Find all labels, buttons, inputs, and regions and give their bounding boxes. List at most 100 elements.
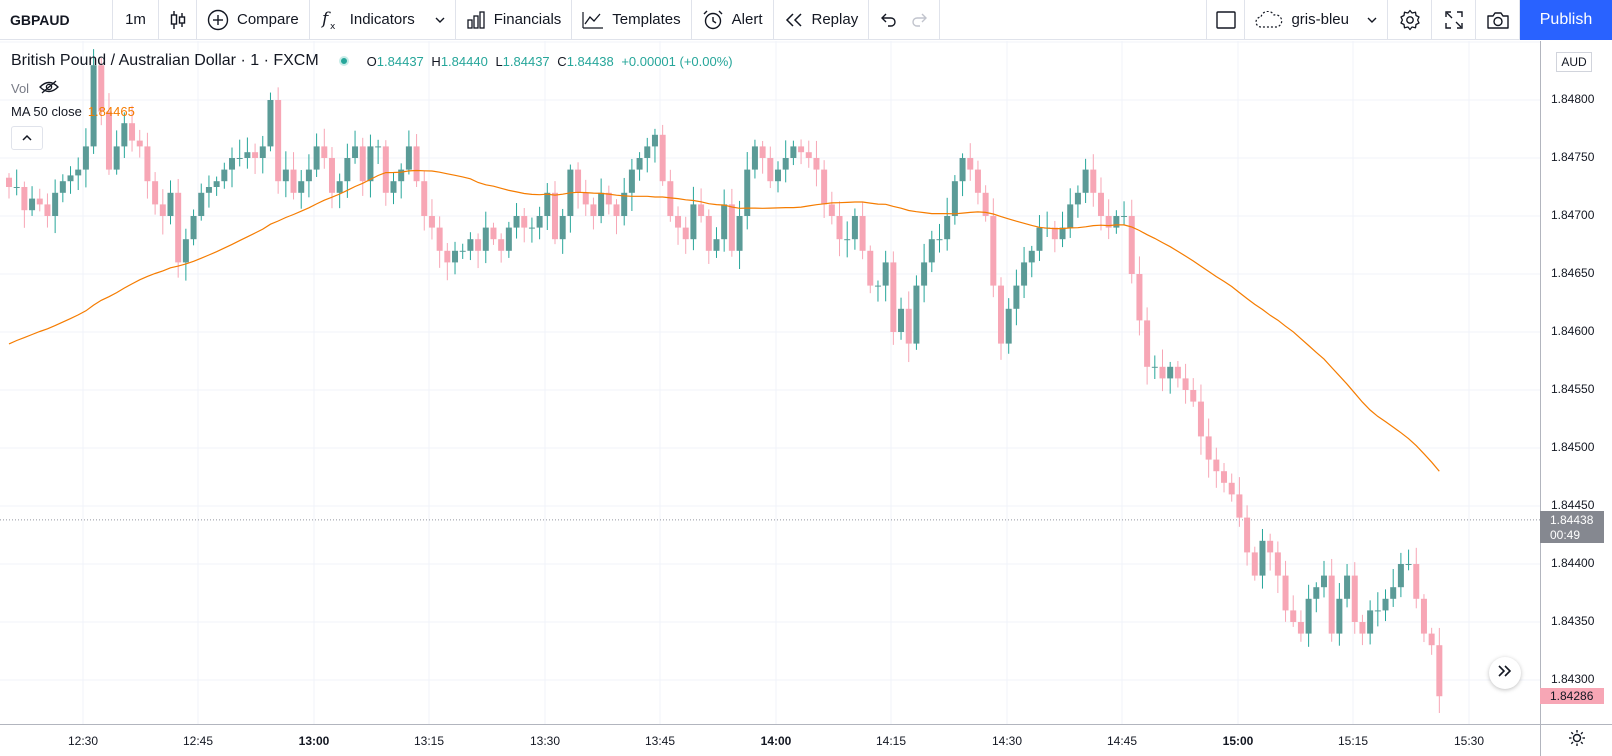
undo-icon[interactable] xyxy=(879,12,897,28)
layout-name-label: gris-bleu xyxy=(1291,11,1349,28)
layout-square-button[interactable] xyxy=(1207,0,1246,40)
candle-body xyxy=(798,146,805,153)
candle xyxy=(1390,569,1397,607)
candle-body xyxy=(75,169,82,176)
replay-button[interactable]: Replay xyxy=(774,0,870,40)
candle-body xyxy=(1159,366,1166,379)
candle-body xyxy=(1405,564,1412,565)
market-status-dot[interactable] xyxy=(338,56,349,66)
candle-body xyxy=(198,192,205,216)
fullscreen-button[interactable] xyxy=(1432,0,1476,40)
financials-button[interactable]: Financials xyxy=(456,0,573,40)
candle-body xyxy=(1290,610,1297,622)
candle xyxy=(236,139,243,167)
candle-body xyxy=(405,146,412,170)
time-tick-label: 15:00 xyxy=(1222,734,1254,748)
candle-body xyxy=(190,216,197,240)
candle-body xyxy=(1136,274,1143,321)
candle-body xyxy=(275,100,282,182)
candle-body xyxy=(221,169,228,182)
candle-body xyxy=(813,158,820,170)
candle xyxy=(1420,594,1427,643)
rewind-icon xyxy=(784,12,804,28)
candle xyxy=(375,139,382,164)
publish-button[interactable]: Publish xyxy=(1520,0,1612,40)
candle xyxy=(636,152,643,181)
settings-button[interactable] xyxy=(1388,0,1432,40)
chevron-down-icon[interactable] xyxy=(435,16,445,24)
candle-body xyxy=(1374,610,1381,612)
candle-body xyxy=(1305,598,1312,634)
candlestick-chart[interactable] xyxy=(0,41,1540,724)
ma-indicator-row[interactable]: MA 50 close 1.84465 xyxy=(11,100,733,122)
candle xyxy=(482,211,489,264)
candle xyxy=(551,181,558,245)
candle-body xyxy=(282,169,289,182)
candle-body xyxy=(398,169,405,182)
chart-pane[interactable] xyxy=(0,41,1540,724)
candle-body xyxy=(751,146,758,170)
candle xyxy=(313,133,320,177)
candle-body xyxy=(659,134,666,182)
candle-body xyxy=(1190,390,1197,402)
candle xyxy=(213,176,220,196)
candle xyxy=(1167,361,1174,394)
currency-label[interactable]: AUD xyxy=(1556,52,1592,72)
price-scale[interactable]: 1.84800 1.84750 1.84700 1.84650 1.84600 1.845… xyxy=(1540,41,1612,724)
candle xyxy=(882,250,889,302)
candle xyxy=(398,163,405,199)
candle-body xyxy=(882,262,889,286)
time-tick-label: 13:00 xyxy=(298,734,330,748)
candle-body xyxy=(582,192,589,205)
undo-redo-group xyxy=(869,0,941,40)
candle-body xyxy=(167,192,174,216)
eye-hidden-icon[interactable] xyxy=(39,80,59,97)
alert-button[interactable]: Alert xyxy=(692,0,774,40)
alarm-clock-icon xyxy=(702,9,724,31)
candle-body xyxy=(1021,262,1028,286)
interval-label: 1m xyxy=(125,11,146,28)
candle-body xyxy=(682,227,689,240)
candle-body xyxy=(367,146,374,182)
compare-button[interactable]: Compare xyxy=(197,0,310,40)
templates-button[interactable]: Templates xyxy=(572,0,692,40)
interval-button[interactable]: 1m xyxy=(113,0,159,40)
candle-body xyxy=(1182,378,1189,390)
candle xyxy=(613,199,620,235)
scroll-to-realtime-button[interactable] xyxy=(1489,657,1521,689)
collapse-legend-button[interactable] xyxy=(11,126,43,150)
candle xyxy=(436,216,443,268)
symbol-title[interactable]: British Pound / Australian Dollar · 1 · … xyxy=(11,52,319,69)
candle-body xyxy=(667,181,674,216)
candle xyxy=(890,251,897,345)
candle xyxy=(275,87,282,194)
candle-body xyxy=(175,192,182,263)
redo-icon[interactable] xyxy=(911,12,929,28)
candle-body xyxy=(475,239,482,251)
price-tick-label: 1.84450 xyxy=(1551,498,1595,512)
candle xyxy=(190,209,197,246)
candle-body xyxy=(736,216,743,251)
chevron-down-icon xyxy=(1367,16,1377,24)
chart-type-button[interactable] xyxy=(159,0,197,40)
candle-body xyxy=(321,146,328,158)
candle-body xyxy=(1267,540,1274,553)
candle xyxy=(605,185,612,215)
chart-settings-corner[interactable] xyxy=(1540,724,1612,756)
candle xyxy=(82,128,89,188)
symbol-search-button[interactable]: GBPAUD xyxy=(0,0,113,40)
candle xyxy=(359,137,366,196)
screenshot-button[interactable] xyxy=(1476,0,1520,40)
candle xyxy=(751,139,758,179)
volume-indicator-row[interactable]: Vol xyxy=(11,76,733,100)
candle-body xyxy=(428,216,435,228)
candle-body xyxy=(690,204,697,240)
time-tick-label: 15:15 xyxy=(1337,734,1369,748)
time-scale[interactable]: 12:30 12:45 13:00 13:15 13:30 13:45 14:00 14:15… xyxy=(0,724,1540,756)
candle-body xyxy=(944,216,951,240)
candle xyxy=(344,143,351,198)
layout-menu-button[interactable]: gris-bleu xyxy=(1245,0,1388,40)
candle xyxy=(682,216,689,254)
